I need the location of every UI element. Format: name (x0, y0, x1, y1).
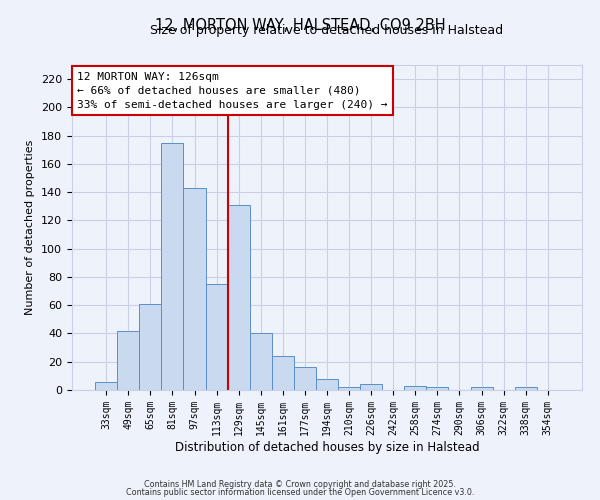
Y-axis label: Number of detached properties: Number of detached properties (25, 140, 35, 315)
Bar (470, 387, 493, 390)
Bar (206, 284, 227, 390)
Title: Size of property relative to detached houses in Halstead: Size of property relative to detached ho… (151, 24, 503, 38)
Bar (427, 387, 448, 390)
Text: 12, MORTON WAY, HALSTEAD, CO9 2BH: 12, MORTON WAY, HALSTEAD, CO9 2BH (155, 18, 445, 32)
Bar (338, 387, 360, 390)
Bar (515, 387, 537, 390)
Bar (316, 378, 338, 390)
Bar (184, 188, 206, 390)
Bar (161, 142, 184, 390)
Bar (227, 205, 250, 390)
Text: Contains public sector information licensed under the Open Government Licence v3: Contains public sector information licen… (126, 488, 474, 497)
X-axis label: Distribution of detached houses by size in Halstead: Distribution of detached houses by size … (175, 440, 479, 454)
Bar (294, 368, 316, 390)
Bar (139, 304, 161, 390)
Bar (272, 356, 294, 390)
Text: 12 MORTON WAY: 126sqm
← 66% of detached houses are smaller (480)
33% of semi-det: 12 MORTON WAY: 126sqm ← 66% of detached … (77, 72, 388, 110)
Bar (95, 382, 117, 390)
Text: Contains HM Land Registry data © Crown copyright and database right 2025.: Contains HM Land Registry data © Crown c… (144, 480, 456, 489)
Bar (360, 384, 382, 390)
Bar (250, 334, 272, 390)
Bar (117, 330, 139, 390)
Bar (404, 386, 427, 390)
